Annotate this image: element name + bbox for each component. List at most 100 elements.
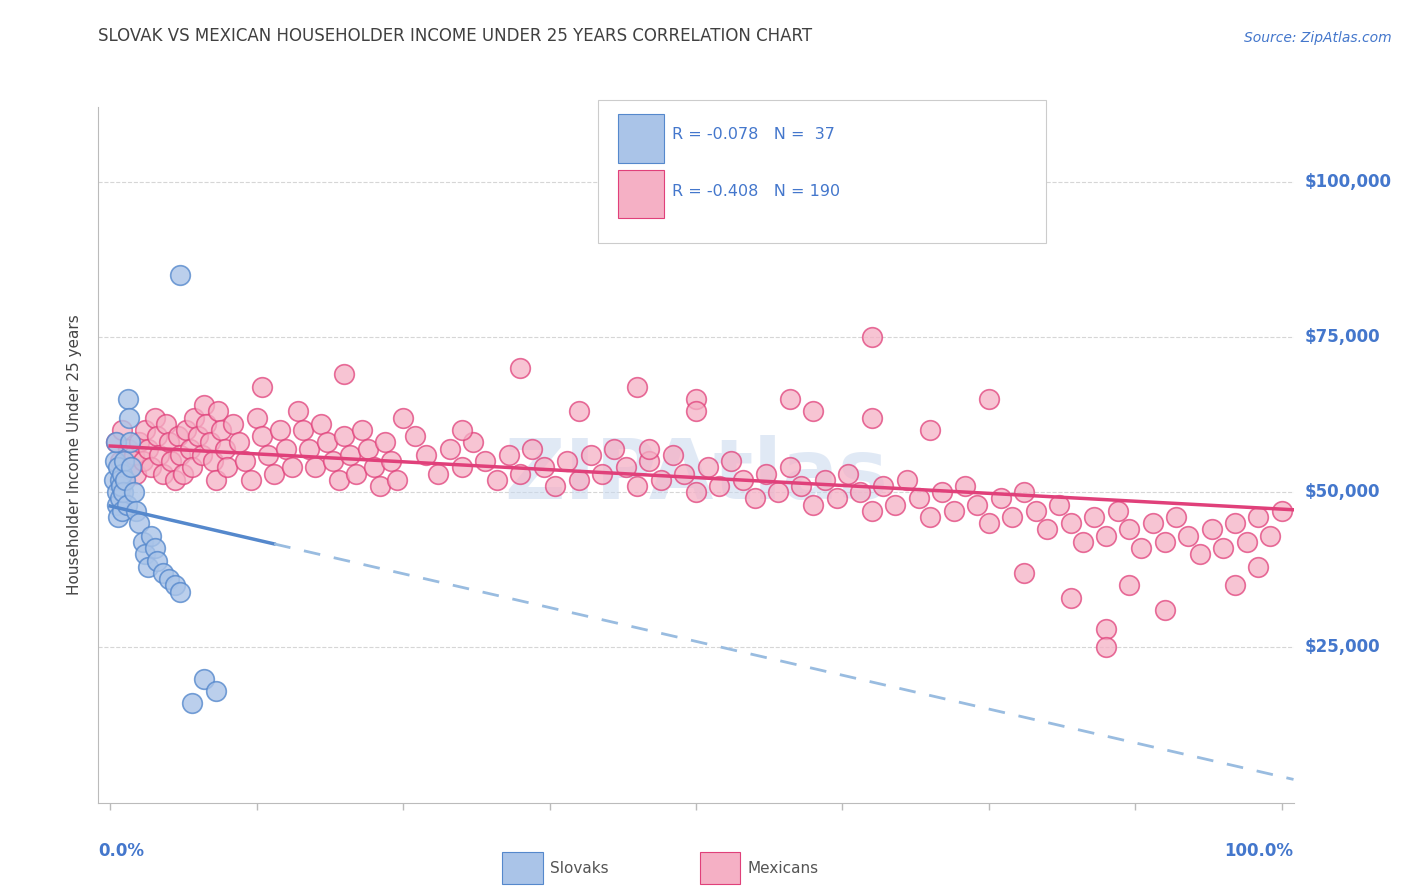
Point [136, 442, 159, 456]
Point [122, 448, 145, 462]
Point [357, 442, 380, 456]
Point [638, 454, 661, 468]
Point [190, 448, 212, 462]
Point [155, 417, 177, 431]
Point [860, 330, 883, 344]
Point [111, 504, 134, 518]
Point [801, 404, 824, 418]
Point [174, 423, 197, 437]
Point [1166, 510, 1188, 524]
Point [696, 460, 718, 475]
Point [1095, 529, 1118, 543]
Point [485, 473, 508, 487]
Point [193, 398, 215, 412]
Point [966, 498, 988, 512]
Point [269, 423, 291, 437]
Point [1223, 578, 1246, 592]
Point [990, 491, 1012, 506]
Point [907, 491, 929, 506]
Point [148, 448, 170, 462]
Point [1060, 516, 1083, 531]
Point [287, 404, 309, 418]
Point [105, 485, 128, 500]
Point [568, 473, 591, 487]
Point [246, 410, 269, 425]
Point [790, 479, 813, 493]
Point [111, 467, 134, 481]
Point [1095, 622, 1118, 636]
Point [568, 404, 591, 418]
Text: ZIPAtlas: ZIPAtlas [503, 435, 889, 516]
Point [228, 435, 250, 450]
Point [955, 479, 977, 493]
FancyBboxPatch shape [619, 114, 664, 162]
Point [1271, 504, 1294, 518]
Point [128, 435, 150, 450]
Point [352, 423, 374, 437]
Point [1060, 591, 1083, 605]
Point [214, 442, 236, 456]
Point [309, 417, 332, 431]
Point [720, 454, 742, 468]
Point [814, 473, 837, 487]
Point [884, 498, 907, 512]
Point [239, 473, 262, 487]
Point [1012, 566, 1035, 580]
Point [509, 360, 531, 375]
FancyBboxPatch shape [619, 169, 664, 219]
Point [257, 448, 280, 462]
Point [860, 504, 883, 518]
Point [252, 379, 274, 393]
Point [1047, 498, 1070, 512]
Text: 100.0%: 100.0% [1225, 842, 1294, 860]
Point [363, 460, 385, 475]
Point [709, 479, 731, 493]
Point [157, 435, 180, 450]
Point [122, 485, 145, 500]
Point [304, 460, 326, 475]
Point [766, 485, 789, 500]
Point [112, 473, 135, 487]
Point [207, 404, 229, 418]
Point [198, 435, 221, 450]
Text: 0.0%: 0.0% [98, 842, 145, 860]
Point [181, 460, 204, 475]
Point [281, 460, 304, 475]
Point [474, 454, 496, 468]
Point [120, 435, 141, 450]
Point [1001, 510, 1024, 524]
Point [112, 454, 135, 468]
Point [920, 510, 942, 524]
Point [132, 534, 155, 549]
Point [555, 454, 578, 468]
Point [114, 473, 136, 487]
Point [103, 473, 125, 487]
Point [222, 417, 245, 431]
Point [1247, 510, 1270, 524]
Point [801, 498, 824, 512]
Point [152, 467, 174, 481]
Point [626, 479, 648, 493]
Point [450, 460, 472, 475]
Point [1095, 640, 1118, 655]
Point [779, 392, 801, 406]
Point [1177, 529, 1199, 543]
Point [134, 547, 156, 561]
Point [1025, 504, 1047, 518]
Point [125, 467, 148, 481]
Point [105, 435, 128, 450]
FancyBboxPatch shape [700, 852, 740, 884]
Point [120, 460, 142, 475]
Point [160, 454, 183, 468]
Text: $100,000: $100,000 [1305, 172, 1392, 191]
Point [1258, 529, 1281, 543]
Point [685, 404, 707, 418]
Point [1247, 559, 1270, 574]
Point [339, 448, 361, 462]
Text: Slovaks: Slovaks [550, 861, 609, 876]
Point [579, 448, 602, 462]
Point [544, 479, 567, 493]
Point [591, 467, 613, 481]
Y-axis label: Householder Income Under 25 years: Householder Income Under 25 years [67, 315, 83, 595]
FancyBboxPatch shape [502, 852, 543, 884]
